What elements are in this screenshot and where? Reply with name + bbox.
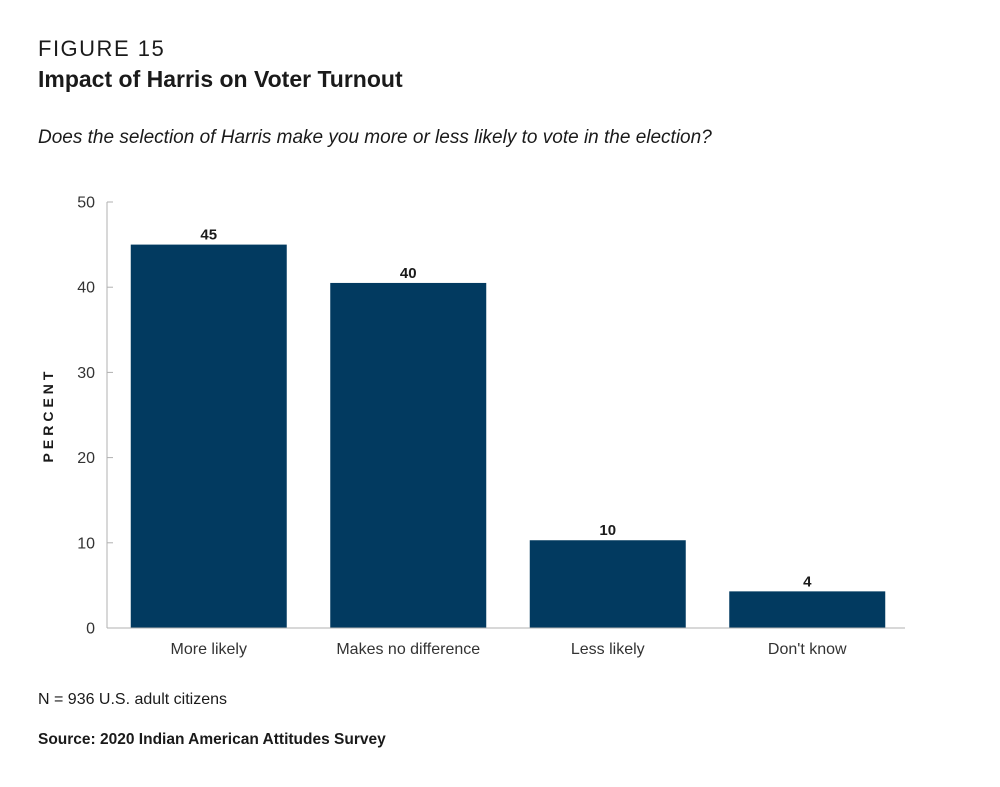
bar-makes-no-difference <box>330 282 487 628</box>
x-tick-label-more-likely: More likely <box>171 641 247 658</box>
data-label-more-likely: 45 <box>200 227 217 244</box>
bar-more-likely <box>130 244 287 628</box>
x-tick-label-less-likely: Less likely <box>571 641 645 658</box>
figure-label: FIGURE 15 <box>38 36 166 61</box>
figure-subtitle: Does the selection of Harris make you mo… <box>38 127 712 148</box>
x-tick-label-makes-no-difference: Makes no difference <box>336 641 480 658</box>
source-note: Source: 2020 Indian American Attitudes S… <box>38 731 386 748</box>
data-label-less-likely: 10 <box>599 522 616 539</box>
y-tick-label: 50 <box>77 195 95 212</box>
y-tick-label: 10 <box>77 535 95 552</box>
x-tick-label-don-t-know: Don't know <box>768 641 847 658</box>
data-label-makes-no-difference: 40 <box>400 265 417 282</box>
bar-less-likely <box>529 540 686 628</box>
x-axis: More likely Makes no difference Less likel… <box>107 627 905 658</box>
y-tick-label: 40 <box>77 280 95 297</box>
y-tick-label: 0 <box>86 621 95 638</box>
y-tick-label: 20 <box>77 450 95 467</box>
figure-title: Impact of Harris on Voter Turnout <box>38 66 403 92</box>
y-axis: 0 10 20 30 40 50 <box>77 195 113 638</box>
y-axis-label: PERCENT <box>40 368 56 463</box>
sample-size-note: N = 936 U.S. adult citizens <box>38 691 227 708</box>
bars: 45 40 10 4 <box>130 227 886 628</box>
bar-don-t-know <box>729 591 886 628</box>
y-tick-label: 30 <box>77 365 95 382</box>
data-label-don-t-know: 4 <box>803 573 812 590</box>
